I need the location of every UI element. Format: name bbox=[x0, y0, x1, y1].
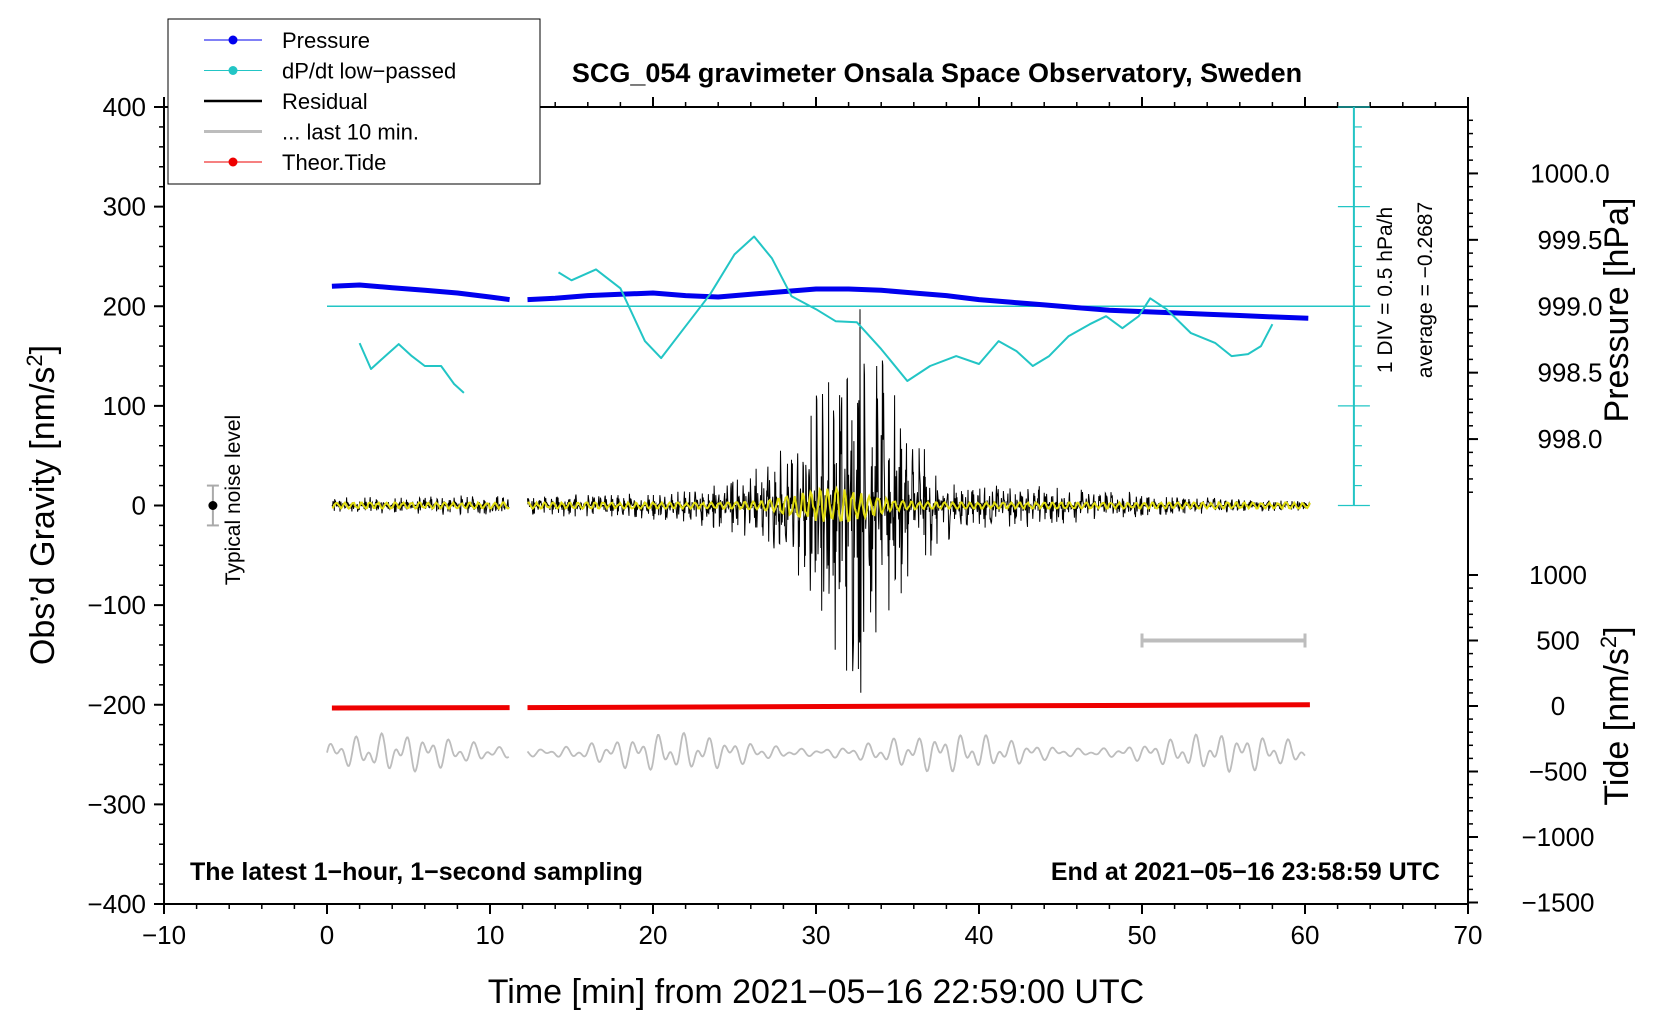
tide-axis-label-sup: 2 bbox=[1596, 636, 1621, 648]
x-tick-label: −10 bbox=[142, 920, 186, 950]
pressure-tick-label: 999.0 bbox=[1537, 291, 1602, 321]
x-tick-label: 0 bbox=[320, 920, 334, 950]
noise-point bbox=[208, 501, 218, 510]
noise-level-label: Typical noise level bbox=[222, 415, 245, 585]
x-tick-label: 10 bbox=[476, 920, 505, 950]
x-axis-ticks: −10 0 10 20 30 40 50 60 70 bbox=[142, 97, 1483, 950]
pressure-axis-label: Pressure [hPa] bbox=[1598, 198, 1636, 423]
dpdt-line bbox=[358, 235, 1274, 394]
legend-swatch-marker bbox=[228, 66, 238, 75]
tide-tick-label: 1000 bbox=[1529, 560, 1587, 590]
legend-swatch-marker bbox=[228, 157, 238, 167]
tide-tick-label: −1500 bbox=[1521, 888, 1594, 918]
x-tick-label: 60 bbox=[1291, 920, 1320, 950]
x-tick-label: 30 bbox=[802, 920, 831, 950]
x-tick-label: 70 bbox=[1454, 920, 1483, 950]
tide-axis-label: Tide [nm/s2] bbox=[1596, 626, 1637, 805]
x-tick-label: 20 bbox=[639, 920, 668, 950]
pressure-axis-ticks: 1000.0 999.5 999.0 998.5 998.0 bbox=[1468, 119, 1610, 493]
pressure-tick-label: 998.0 bbox=[1537, 424, 1602, 454]
legend-label: dP/dt low−passed bbox=[282, 59, 456, 84]
tide-tick-label: 500 bbox=[1536, 626, 1579, 656]
y-tick-label: 200 bbox=[103, 291, 146, 321]
y-tick-label: −200 bbox=[87, 690, 146, 720]
x-axis-label: Time [min] from 2021−05−16 22:59:00 UTC bbox=[488, 973, 1144, 1011]
x-tick-label: 50 bbox=[1128, 920, 1157, 950]
y-tick-label: 300 bbox=[103, 192, 146, 222]
y-axis-ticks: 400 300 200 100 0 −100 −200 −300 −400 bbox=[87, 92, 164, 919]
tide-axis-label-end: ] bbox=[1598, 626, 1636, 635]
tide-tick-label: 0 bbox=[1551, 691, 1565, 721]
pressure-tick-label: 1000.0 bbox=[1530, 158, 1610, 188]
legend-label: Pressure bbox=[282, 28, 370, 53]
series-layer bbox=[326, 235, 1371, 774]
y-tick-label: −100 bbox=[87, 590, 146, 620]
dpdt-scale-label: 1 DIV = 0.5 hPa/h bbox=[1374, 207, 1397, 373]
dpdt-average-label: average = −0.2687 bbox=[1414, 202, 1437, 378]
tide-tick-label: −500 bbox=[1529, 757, 1588, 787]
chart-title: SCG_054 gravimeter Onsala Space Observat… bbox=[572, 58, 1302, 88]
y-tick-label: −300 bbox=[87, 789, 146, 819]
y-tick-label: 0 bbox=[132, 491, 146, 521]
y-axis-label-main: Obs’d Gravity [nm/s bbox=[24, 367, 62, 666]
y-axis-label-end: ] bbox=[24, 345, 62, 354]
last-10-min-line bbox=[326, 731, 1306, 774]
tide-tick-label: −1000 bbox=[1521, 822, 1594, 852]
y-tick-label: 400 bbox=[103, 92, 146, 122]
tide-axis-label-main: Tide [nm/s bbox=[1598, 648, 1636, 805]
pressure-tick-label: 998.5 bbox=[1537, 358, 1602, 388]
noise-level-indicator bbox=[206, 484, 219, 527]
pressure-tick-label: 999.5 bbox=[1537, 225, 1602, 255]
residual-line bbox=[331, 309, 1311, 693]
legend-swatch-marker bbox=[228, 35, 238, 45]
legend: Pressure dP/dt low−passed Residual ... last… bbox=[167, 18, 541, 185]
legend-label: ... last 10 min. bbox=[282, 120, 419, 145]
y-axis-label: Obs’d Gravity [nm/s2] bbox=[22, 345, 63, 665]
residual-filtered-line bbox=[331, 485, 1311, 523]
y-tick-label: −400 bbox=[87, 889, 146, 919]
tide-axis-ticks: 1000 500 0 −500 −1000 −1500 bbox=[1468, 560, 1595, 918]
legend-label: Theor.Tide bbox=[282, 150, 386, 175]
x-tick-label: 40 bbox=[965, 920, 994, 950]
y-axis-label-sup: 2 bbox=[22, 354, 47, 366]
legend-items: Pressure dP/dt low−passed Residual ... last… bbox=[204, 28, 456, 175]
end-time-note: End at 2021−05−16 23:58:59 UTC bbox=[1051, 858, 1440, 886]
sampling-note: The latest 1−hour, 1−second sampling bbox=[190, 858, 643, 886]
y-tick-label: 100 bbox=[103, 391, 146, 421]
pressure-line bbox=[331, 282, 1309, 321]
theor-tide-line bbox=[331, 702, 1310, 711]
legend-label: Residual bbox=[282, 89, 368, 114]
